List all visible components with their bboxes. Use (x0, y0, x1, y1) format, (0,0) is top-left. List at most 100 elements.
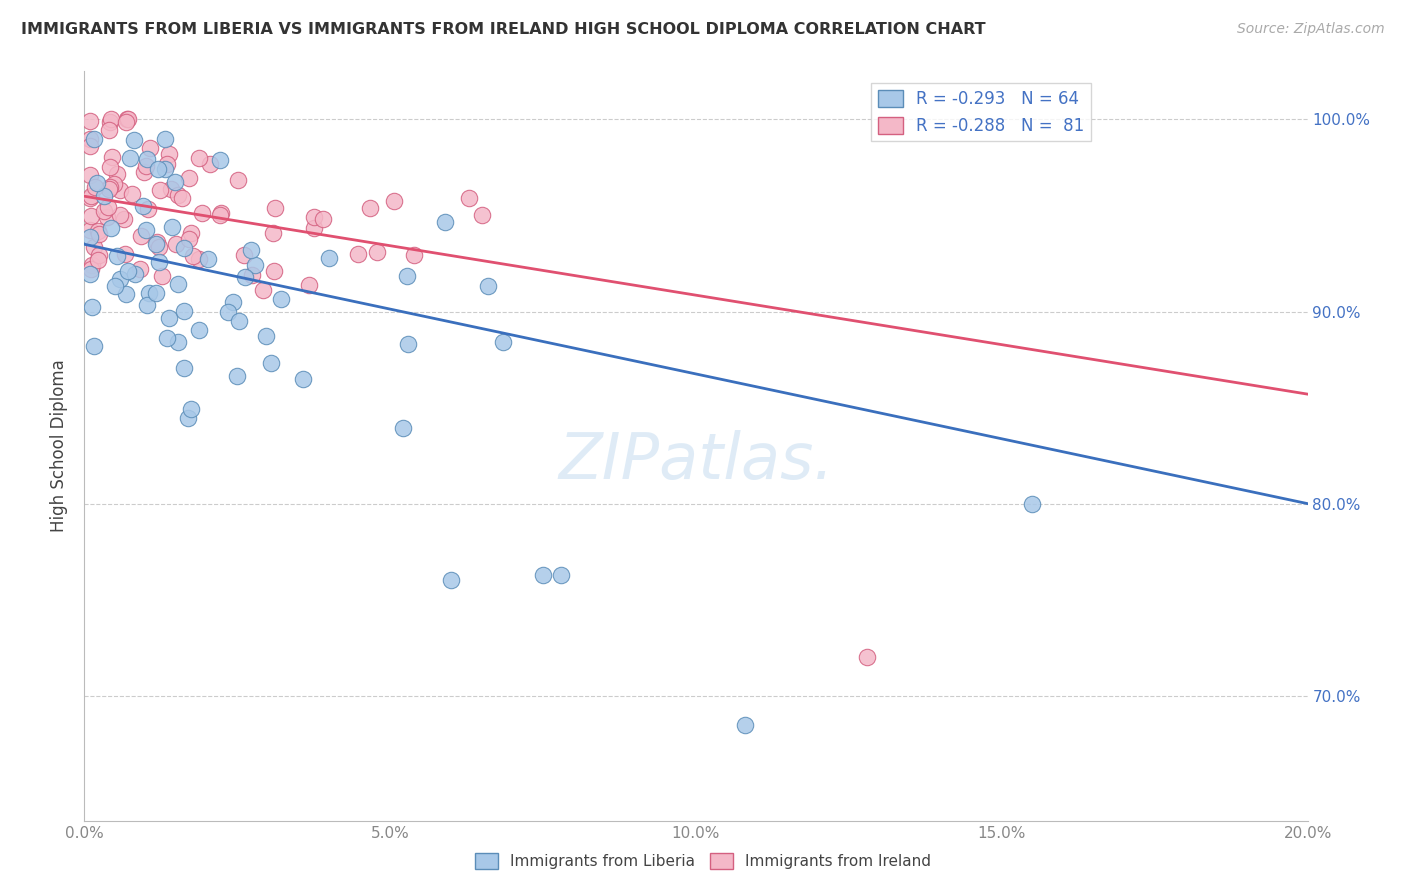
Point (187, 151, 209, 165)
Point (254, 329, 277, 343)
Point (346, 247, 368, 261)
Point (100, 220, 122, 235)
Point (166, 334, 188, 349)
Point (93, 204, 115, 219)
Point (79, 139, 101, 153)
Point (87, 248, 110, 262)
Point (79, 113, 101, 128)
Point (159, 147, 181, 161)
Point (218, 305, 240, 319)
Point (226, 369, 249, 384)
Point (86, 176, 108, 190)
Point (104, 279, 127, 293)
Point (80, 258, 103, 272)
Point (232, 247, 254, 261)
Point (183, 250, 205, 264)
Point (471, 209, 494, 223)
Point (260, 356, 283, 370)
Point (177, 232, 200, 246)
Point (120, 151, 142, 165)
Point (110, 209, 132, 223)
Point (79, 168, 101, 182)
Point (392, 421, 415, 435)
Point (165, 175, 187, 189)
Point (100, 114, 122, 128)
Point (80, 262, 103, 277)
Point (167, 188, 190, 202)
Point (177, 411, 200, 425)
Point (129, 229, 152, 244)
Point (173, 304, 195, 318)
Point (458, 191, 481, 205)
Point (433, 214, 456, 228)
Point (98, 160, 121, 174)
Point (80, 300, 103, 314)
Point (98, 180, 121, 194)
Point (108, 272, 131, 286)
Point (124, 267, 146, 281)
Point (318, 252, 340, 266)
Point (79, 132, 101, 146)
Point (87, 224, 110, 238)
Point (97, 201, 120, 215)
Point (108, 183, 131, 197)
Point (83, 339, 105, 353)
Point (187, 323, 209, 337)
Point (146, 235, 169, 250)
Point (79, 268, 101, 282)
Legend: R = -0.293   N = 64, R = -0.288   N =  81: R = -0.293 N = 64, R = -0.288 N = 81 (872, 84, 1091, 142)
Point (83, 131, 105, 145)
Point (172, 191, 194, 205)
Point (209, 206, 232, 220)
Text: IMMIGRANTS FROM LIBERIA VS IMMIGRANTS FROM IRELAND HIGH SCHOOL DIPLOMA CORRELATI: IMMIGRANTS FROM LIBERIA VS IMMIGRANTS FR… (21, 22, 986, 37)
Point (173, 241, 195, 255)
Point (87, 252, 110, 267)
Point (240, 268, 263, 282)
Point (157, 311, 180, 326)
Point (100, 150, 122, 164)
Point (180, 402, 202, 417)
Point (359, 202, 381, 216)
Point (121, 186, 143, 201)
Point (156, 331, 179, 345)
Point (156, 157, 179, 171)
Point (103, 177, 125, 191)
Point (105, 167, 128, 181)
Point (252, 284, 274, 298)
Point (404, 248, 426, 262)
Point (187, 252, 209, 267)
Text: ZIPatlas.: ZIPatlas. (558, 430, 834, 492)
Point (135, 298, 157, 312)
Point (138, 285, 160, 300)
Point (132, 199, 155, 213)
Point (856, 650, 879, 665)
Point (149, 183, 172, 197)
Point (263, 264, 285, 278)
Point (222, 295, 245, 310)
Point (191, 206, 214, 220)
Point (239, 244, 262, 258)
Point (366, 244, 388, 259)
Point (145, 286, 167, 301)
Point (128, 261, 150, 276)
Point (135, 223, 157, 237)
Point (79, 189, 101, 203)
Point (228, 313, 250, 327)
Point (79, 230, 101, 244)
Point (135, 159, 157, 173)
Point (83, 179, 105, 194)
Point (165, 237, 187, 252)
Point (89, 227, 111, 241)
Point (122, 133, 145, 147)
Point (270, 292, 292, 306)
Point (396, 337, 419, 351)
Point (177, 171, 200, 186)
Point (477, 279, 499, 293)
Point (226, 173, 249, 187)
Point (145, 236, 167, 251)
Point (396, 268, 419, 283)
Point (302, 221, 325, 235)
Point (83, 240, 105, 254)
Point (148, 240, 170, 254)
Point (115, 287, 138, 301)
